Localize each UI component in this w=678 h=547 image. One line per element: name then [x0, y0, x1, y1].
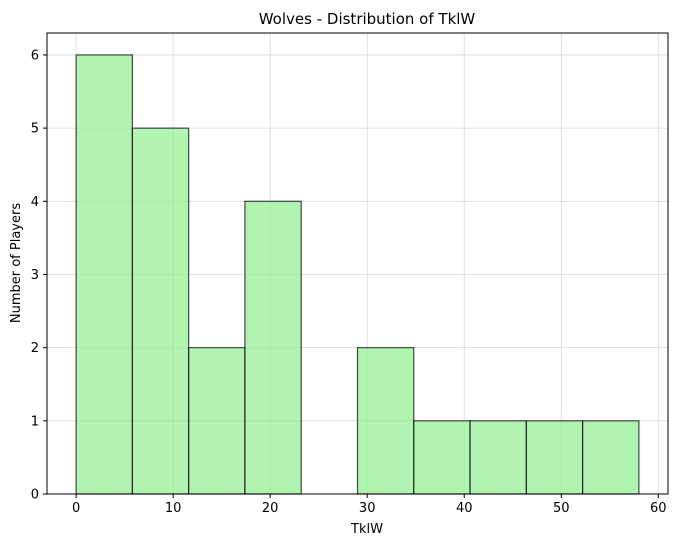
- x-axis-label: TklW: [350, 522, 383, 537]
- x-tick-label: 10: [165, 501, 182, 516]
- histogram-bar: [582, 420, 640, 495]
- histogram-bar: [469, 420, 527, 495]
- x-tick-label: 60: [650, 501, 667, 516]
- y-tick-label: 2: [31, 341, 39, 356]
- plot-frame: [46, 32, 669, 495]
- y-tick-label: 4: [31, 195, 39, 210]
- y-tick-label: 1: [31, 414, 39, 429]
- x-tick-label: 0: [72, 501, 80, 516]
- histogram-bar: [356, 347, 415, 495]
- axes: [43, 32, 669, 498]
- y-tick-label: 0: [31, 488, 39, 503]
- histogram-bar: [75, 54, 133, 495]
- x-tick-label: 40: [456, 501, 473, 516]
- bars: [75, 54, 640, 495]
- histogram-bar: [413, 420, 471, 495]
- y-axis-label: Number of Players: [9, 203, 24, 323]
- x-tick-label: 20: [262, 501, 279, 516]
- x-tick-label: 30: [359, 501, 376, 516]
- histogram-bar: [525, 420, 584, 495]
- chart-title: Wolves - Distribution of TklW: [259, 10, 476, 28]
- y-tick-label: 3: [31, 268, 39, 283]
- histogram-bar: [131, 127, 190, 495]
- y-tick-label: 6: [31, 48, 39, 63]
- x-tick-label: 50: [553, 501, 570, 516]
- histogram-bar: [188, 347, 246, 495]
- tick-labels: 0 10 20 30 40 50 60 0 1 2 3 4 5 6: [31, 48, 667, 516]
- y-tick-label: 5: [31, 122, 39, 137]
- histogram-bar: [244, 200, 302, 495]
